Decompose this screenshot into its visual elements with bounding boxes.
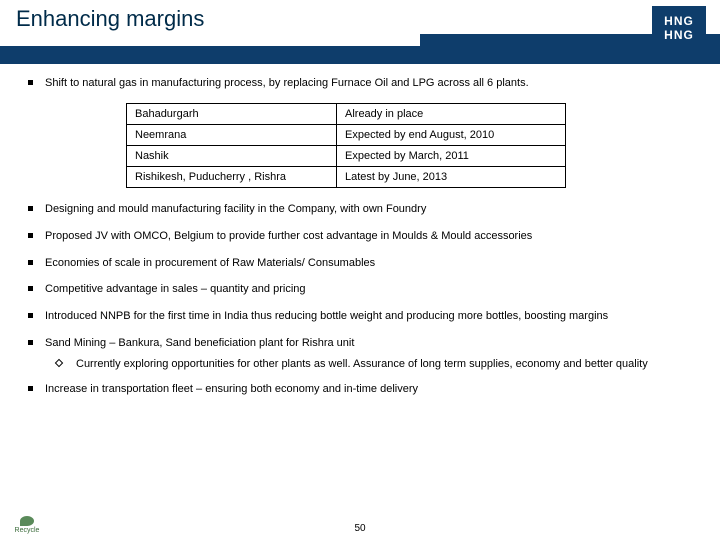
table-cell-site: Neemrana [127, 124, 337, 145]
bullet-item: Sand Mining – Bankura, Sand beneficiatio… [28, 336, 692, 351]
slide-title: Enhancing margins [16, 6, 420, 32]
bullet-text: Introduced NNPB for the first time in In… [45, 309, 692, 324]
plant-status-table: Bahadurgarh Already in place Neemrana Ex… [126, 103, 566, 188]
square-bullet-icon [28, 286, 33, 291]
bullet-item: Designing and mould manufacturing facili… [28, 202, 692, 217]
table-cell-site: Rishikesh, Puducherry , Rishra [127, 166, 337, 187]
bullet-item: Proposed JV with OMCO, Belgium to provid… [28, 229, 692, 244]
title-background: Enhancing margins [0, 0, 420, 46]
bullet-text: Increase in transportation fleet – ensur… [45, 382, 692, 397]
square-bullet-icon [28, 386, 33, 391]
table-row: Nashik Expected by March, 2011 [127, 145, 566, 166]
bullet-item: Shift to natural gas in manufacturing pr… [28, 76, 692, 91]
bullet-text: Competitive advantage in sales – quantit… [45, 282, 692, 297]
square-bullet-icon [28, 206, 33, 211]
bullet-item: Competitive advantage in sales – quantit… [28, 282, 692, 297]
table-cell-status: Already in place [337, 103, 566, 124]
bullet-text: Shift to natural gas in manufacturing pr… [45, 76, 692, 91]
slide-body: Shift to natural gas in manufacturing pr… [0, 64, 720, 397]
logo-text-line1: HNG [664, 14, 694, 28]
square-bullet-icon [28, 340, 33, 345]
page-number: 50 [0, 523, 720, 534]
company-logo: HNG HNG [652, 6, 706, 50]
table-cell-site: Bahadurgarh [127, 103, 337, 124]
square-bullet-icon [28, 233, 33, 238]
sub-bullet-text: Currently exploring opportunities for ot… [76, 357, 692, 372]
diamond-bullet-icon [55, 359, 63, 367]
bullet-text: Sand Mining – Bankura, Sand beneficiatio… [45, 336, 692, 351]
bullet-text: Proposed JV with OMCO, Belgium to provid… [45, 229, 692, 244]
table-row: Neemrana Expected by end August, 2010 [127, 124, 566, 145]
table-cell-status: Latest by June, 2013 [337, 166, 566, 187]
bullet-item: Introduced NNPB for the first time in In… [28, 309, 692, 324]
logo-text-line2: HNG [664, 28, 694, 42]
square-bullet-icon [28, 260, 33, 265]
bullet-item: Economies of scale in procurement of Raw… [28, 256, 692, 271]
table-cell-status: Expected by end August, 2010 [337, 124, 566, 145]
table-cell-site: Nashik [127, 145, 337, 166]
bullet-text: Designing and mould manufacturing facili… [45, 202, 692, 217]
table-row: Rishikesh, Puducherry , Rishra Latest by… [127, 166, 566, 187]
square-bullet-icon [28, 313, 33, 318]
table-row: Bahadurgarh Already in place [127, 103, 566, 124]
bullet-item: Increase in transportation fleet – ensur… [28, 382, 692, 397]
slide-header: Enhancing margins HNG HNG [0, 0, 720, 64]
bullet-text: Economies of scale in procurement of Raw… [45, 256, 692, 271]
sub-bullet-item: Currently exploring opportunities for ot… [56, 357, 692, 372]
table-cell-status: Expected by March, 2011 [337, 145, 566, 166]
square-bullet-icon [28, 80, 33, 85]
